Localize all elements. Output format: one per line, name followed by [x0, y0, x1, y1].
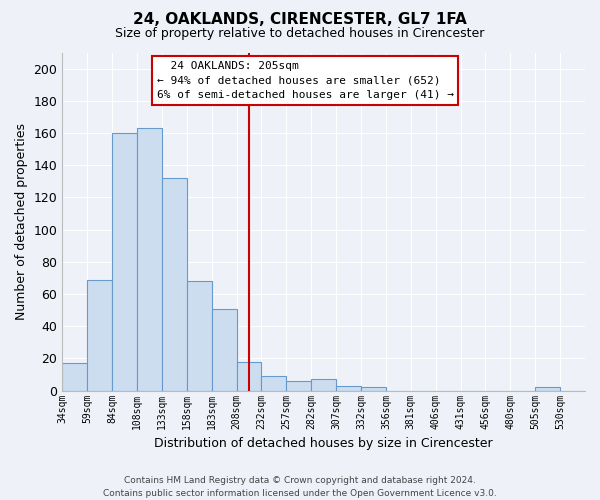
- X-axis label: Distribution of detached houses by size in Cirencester: Distribution of detached houses by size …: [154, 437, 493, 450]
- Bar: [236, 362, 262, 390]
- Bar: [87, 280, 112, 390]
- Bar: [286, 381, 311, 390]
- Bar: [311, 380, 336, 390]
- Bar: [137, 128, 162, 390]
- Bar: [162, 178, 187, 390]
- Bar: [62, 364, 87, 390]
- Bar: [187, 281, 212, 390]
- Y-axis label: Number of detached properties: Number of detached properties: [15, 123, 28, 320]
- Text: Contains HM Land Registry data © Crown copyright and database right 2024.
Contai: Contains HM Land Registry data © Crown c…: [103, 476, 497, 498]
- Bar: [361, 388, 386, 390]
- Bar: [535, 388, 560, 390]
- Text: 24, OAKLANDS, CIRENCESTER, GL7 1FA: 24, OAKLANDS, CIRENCESTER, GL7 1FA: [133, 12, 467, 28]
- Bar: [212, 308, 236, 390]
- Text: Size of property relative to detached houses in Cirencester: Size of property relative to detached ho…: [115, 28, 485, 40]
- Bar: [336, 386, 361, 390]
- Bar: [262, 376, 286, 390]
- Bar: [112, 133, 137, 390]
- Text: 24 OAKLANDS: 205sqm  
← 94% of detached houses are smaller (652)
6% of semi-deta: 24 OAKLANDS: 205sqm ← 94% of detached ho…: [157, 60, 454, 100]
